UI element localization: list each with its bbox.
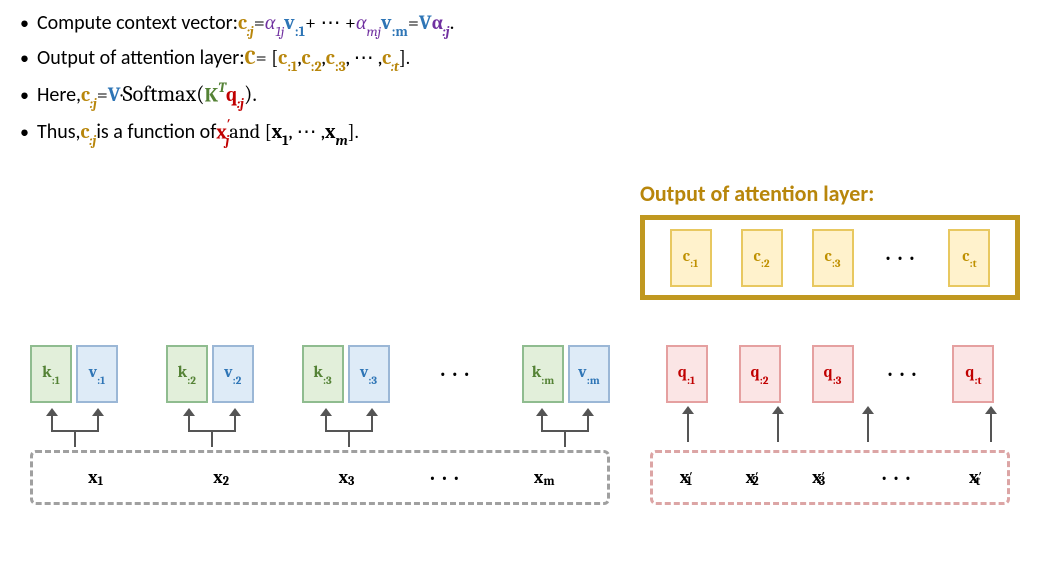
x-prime-item: x′t — [969, 467, 980, 488]
kv-pair: k:1v:1 — [30, 345, 118, 403]
x-item: x3 — [302, 467, 392, 488]
b1-a1: α1j — [265, 10, 284, 39]
v-tile: v:m — [568, 345, 610, 403]
b1-V: V — [419, 10, 432, 36]
dots: · · · — [883, 245, 920, 271]
arrow — [990, 412, 992, 442]
x-prime-item: x′3 — [812, 467, 825, 488]
b4-label: Thus, — [37, 119, 81, 145]
b3-close: ). — [244, 80, 257, 109]
bullet-2: • Output of attention layer: C = [ c:1 ,… — [20, 45, 1027, 74]
b1-v1: v:1 — [284, 10, 305, 39]
b2-c1: c:1 — [278, 45, 297, 74]
b1-eq2: = — [408, 10, 419, 36]
b4-mid: is a function of — [96, 119, 216, 145]
b4-and: and [ — [229, 119, 271, 145]
b3-eq: = — [97, 82, 108, 108]
b4-c: c:j — [81, 119, 97, 148]
b2-C: C — [245, 45, 256, 71]
b1-label: Compute context vector: — [37, 10, 238, 36]
arrow — [687, 412, 689, 442]
b3-q: q:j — [226, 82, 244, 111]
b4-xj: x′j — [216, 118, 229, 149]
b4-xm: xm — [325, 119, 348, 148]
b1-vm: v:m — [381, 10, 408, 39]
bullets-section: • Compute context vector: c:j = α1j v:1 … — [20, 10, 1027, 148]
b3-softmax: Softmax( — [123, 80, 205, 109]
kv-pair: k:3v:3 — [302, 345, 390, 403]
bullet-dot: • — [20, 12, 29, 35]
c-tile: c:t — [948, 229, 990, 287]
dots: · · · — [885, 361, 922, 387]
arrow-fork — [51, 407, 99, 447]
bullet-dot: • — [20, 121, 29, 144]
bullet-1: • Compute context vector: c:j = α1j v:1 … — [20, 10, 1027, 39]
b4-x1: x1 — [272, 119, 289, 148]
k-tile: k:2 — [166, 345, 208, 403]
b2-ct: c:t — [382, 45, 399, 74]
bullet-4: • Thus, c:j is a function of x′j and [ x… — [20, 118, 1027, 149]
arrow-fork — [188, 407, 236, 447]
c-tile: c:3 — [812, 229, 854, 287]
arrow-fork — [541, 407, 589, 447]
q-tile: q:t — [952, 345, 994, 403]
arrow-fork — [325, 407, 373, 447]
b1-plusdots: + ⋯ + — [305, 10, 356, 36]
arrow — [867, 412, 869, 442]
x-item: x1 — [51, 467, 141, 488]
b2-comma3: , ⋯ , — [346, 45, 382, 71]
bullet-dot: • — [20, 84, 29, 107]
q-tile: q:3 — [812, 345, 854, 403]
k-tile: k:1 — [30, 345, 72, 403]
b2-close: ]. — [399, 45, 410, 71]
b2-c2: c:2 — [302, 45, 322, 74]
c-tile: c:1 — [670, 229, 712, 287]
b2-eq: = [ — [256, 45, 278, 71]
k-tile: k:3 — [302, 345, 344, 403]
b2-label: Output of attention layer: — [37, 45, 245, 71]
x-prime-item: x′2 — [746, 467, 759, 488]
kv-row: k:1v:1 k:2v:2 k:3v:3 · · · k:mv:m — [30, 345, 610, 403]
x-item: x2 — [176, 467, 266, 488]
v-tile: v:1 — [76, 345, 118, 403]
kv-pair: k:2v:2 — [166, 345, 254, 403]
b4-dots: , ⋯ , — [289, 119, 325, 145]
b3-V: V — [108, 82, 121, 108]
k-tile: k:m — [522, 345, 564, 403]
x-prime-item: x′1 — [680, 467, 692, 488]
diagram-area: Output of attention layer: c:1 c:2 c:3 · · … — [20, 180, 1027, 563]
v-tile: v:2 — [212, 345, 254, 403]
dots: · · · — [879, 465, 916, 491]
v-tile: v:3 — [348, 345, 390, 403]
c-tile: c:2 — [741, 229, 783, 287]
dots: · · · — [427, 465, 464, 491]
output-box: c:1 c:2 c:3 · · · c:t — [640, 215, 1020, 300]
b1-alpha: α:j — [432, 10, 450, 39]
arrow — [777, 412, 779, 442]
bullet-3: • Here, c:j = V · Softmax( KT q:j ). — [20, 80, 1027, 111]
b4-close: ]. — [348, 119, 359, 145]
x-box-right: x′1 x′2 x′3 · · · x′t — [650, 450, 1010, 505]
kv-pair: k:mv:m — [522, 345, 610, 403]
q-row: q:1 q:2 q:3 · · · q:t — [650, 345, 1010, 403]
q-tile: q:1 — [666, 345, 708, 403]
bullet-dot: • — [20, 47, 29, 70]
b1-dot: . — [450, 10, 455, 36]
b1-am: αmj — [356, 10, 381, 39]
output-title: Output of attention layer: — [640, 180, 874, 207]
b3-c: c:j — [81, 82, 97, 111]
b3-K: KT — [204, 81, 226, 109]
x-item: xm — [499, 467, 589, 488]
b1-eq: = — [254, 10, 265, 36]
x-box-left: x1 x2 x3 · · · xm — [30, 450, 610, 505]
dots: · · · — [437, 361, 474, 387]
b2-c3: c:3 — [326, 45, 346, 74]
b1-c: c:j — [238, 10, 254, 39]
b3-label: Here, — [37, 82, 81, 108]
q-tile: q:2 — [739, 345, 781, 403]
